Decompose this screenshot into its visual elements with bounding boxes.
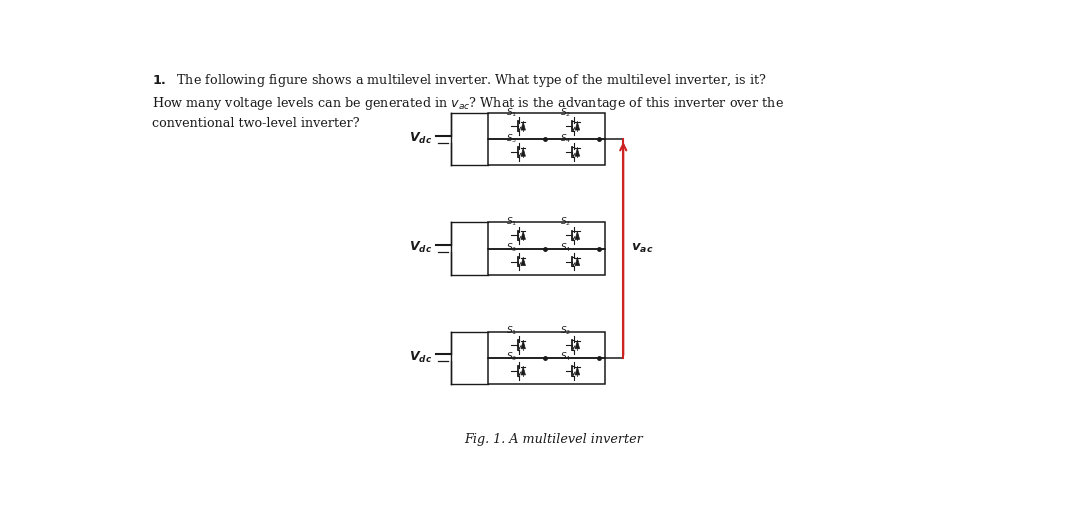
Polygon shape bbox=[521, 148, 526, 156]
Polygon shape bbox=[576, 122, 580, 130]
Text: $S_3$: $S_3$ bbox=[505, 351, 517, 363]
Polygon shape bbox=[521, 257, 526, 266]
Text: $S_3$: $S_3$ bbox=[505, 241, 517, 254]
Bar bbox=[488, 332, 606, 358]
Text: $S_2$: $S_2$ bbox=[561, 215, 571, 228]
Text: $S_4$: $S_4$ bbox=[559, 241, 571, 254]
Polygon shape bbox=[576, 257, 580, 266]
Polygon shape bbox=[576, 341, 580, 349]
Text: $S_1$: $S_1$ bbox=[505, 325, 517, 337]
Bar bbox=[488, 139, 606, 165]
Text: $\mathbf{1.}$  The following figure shows a multilevel inverter. What type of th: $\mathbf{1.}$ The following figure shows… bbox=[152, 72, 767, 89]
Text: Fig. 1. A multilevel inverter: Fig. 1. A multilevel inverter bbox=[464, 433, 643, 445]
Bar bbox=[488, 249, 606, 275]
Text: How many voltage levels can be generated in $v_{ac}$? What is the advantage of t: How many voltage levels can be generated… bbox=[152, 94, 784, 111]
Text: $S_3$: $S_3$ bbox=[505, 132, 517, 145]
Text: $\bfit{V}_{dc}$: $\bfit{V}_{dc}$ bbox=[408, 131, 432, 146]
Polygon shape bbox=[521, 341, 526, 349]
Text: $S_2$: $S_2$ bbox=[561, 106, 571, 119]
Bar bbox=[488, 222, 606, 249]
Text: $\bfit{V}_{dc}$: $\bfit{V}_{dc}$ bbox=[408, 350, 432, 365]
Text: conventional two-level inverter?: conventional two-level inverter? bbox=[152, 117, 360, 130]
Bar bbox=[488, 113, 606, 139]
Polygon shape bbox=[521, 122, 526, 130]
Text: $S_1$: $S_1$ bbox=[505, 106, 517, 119]
Text: $S_4$: $S_4$ bbox=[559, 132, 571, 145]
Text: $\bfit{V}_{dc}$: $\bfit{V}_{dc}$ bbox=[408, 240, 432, 255]
Polygon shape bbox=[521, 232, 526, 239]
Text: $S_2$: $S_2$ bbox=[561, 325, 571, 337]
Text: $S_4$: $S_4$ bbox=[559, 351, 571, 363]
Polygon shape bbox=[576, 232, 580, 239]
Polygon shape bbox=[576, 148, 580, 156]
Text: $\bfit{v}_{ac}$: $\bfit{v}_{ac}$ bbox=[631, 242, 653, 255]
Polygon shape bbox=[521, 367, 526, 375]
Polygon shape bbox=[576, 367, 580, 375]
Text: $S_1$: $S_1$ bbox=[505, 215, 517, 228]
Bar bbox=[488, 358, 606, 384]
